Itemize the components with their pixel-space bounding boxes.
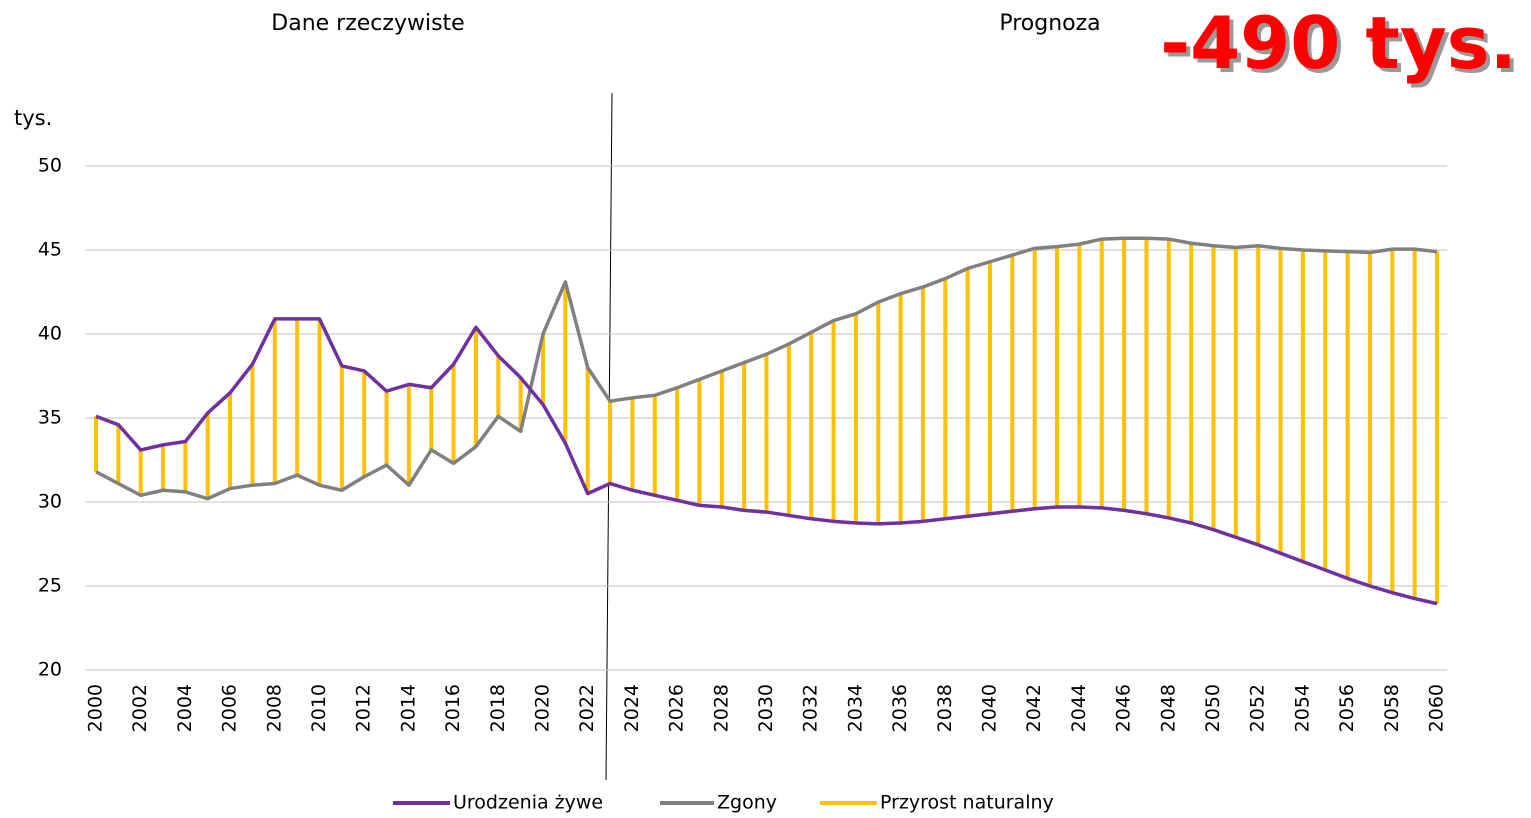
x-tick-label: 2018: [487, 684, 509, 732]
x-tick-label: 2016: [442, 684, 464, 732]
y-tick-label: 45: [38, 239, 62, 261]
y-tick-label: 35: [38, 407, 62, 429]
x-tick-label: 2060: [1426, 684, 1448, 732]
y-tick-label: 40: [38, 323, 62, 345]
y-axis-label: tys.: [14, 106, 52, 130]
y-tick-label: 30: [38, 491, 62, 513]
legend-label: Przyrost naturalny: [880, 792, 1054, 814]
headline-shadow: -490 tys.: [1164, 5, 1521, 89]
x-tick-label: 2042: [1023, 684, 1045, 732]
x-tick-label: 2046: [1113, 684, 1135, 732]
x-tick-label: 2058: [1381, 684, 1403, 732]
x-tick-label: 2050: [1202, 684, 1224, 732]
x-tick-label: 2012: [353, 684, 375, 732]
x-tick-label: 2056: [1336, 684, 1358, 732]
headline: -490 tys.: [1160, 1, 1517, 85]
legend-label: Zgony: [717, 792, 777, 814]
series-line: [95, 317, 1438, 606]
x-tick-label: 2040: [979, 684, 1001, 732]
section-label: Prognoza: [999, 11, 1100, 36]
x-tick-label: 2052: [1247, 684, 1269, 732]
x-tick-label: 2038: [934, 684, 956, 732]
x-tick-label: 2020: [532, 684, 554, 732]
y-tick-label: 25: [38, 575, 62, 597]
x-tick-label: 2034: [844, 684, 866, 732]
x-tick-label: 2022: [576, 684, 598, 732]
x-tick-label: 2026: [666, 684, 688, 732]
x-tick-label: 2014: [397, 684, 419, 732]
section-label: Dane rzeczywiste: [271, 11, 464, 36]
x-tick-label: 2048: [1157, 684, 1179, 732]
x-tick-label: 2054: [1291, 684, 1313, 732]
series-line: [95, 236, 1438, 501]
x-tick-label: 2000: [85, 684, 107, 732]
legend-label: Urodzenia żywe: [453, 792, 603, 814]
x-tick-label: 2004: [174, 684, 196, 732]
y-tick-label: 50: [38, 155, 62, 177]
x-tick-label: 2002: [129, 684, 151, 732]
x-tick-label: 2006: [219, 684, 241, 732]
x-tick-label: 2036: [889, 684, 911, 732]
x-tick-label: 2028: [710, 684, 732, 732]
x-tick-label: 2010: [308, 684, 330, 732]
x-tick-label: 2032: [800, 684, 822, 732]
y-tick-label: 20: [38, 659, 62, 681]
x-tick-label: 2030: [755, 684, 777, 732]
x-tick-label: 2044: [1068, 684, 1090, 732]
x-tick-label: 2024: [621, 684, 643, 732]
x-tick-label: 2008: [263, 684, 285, 732]
